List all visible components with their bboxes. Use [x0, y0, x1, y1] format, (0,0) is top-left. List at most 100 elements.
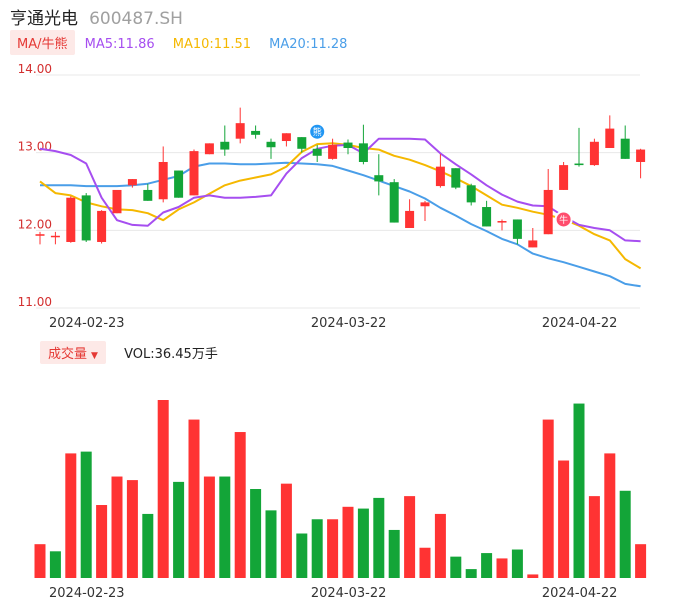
x-tick-label: 2024-03-22 — [311, 316, 387, 331]
candle-body — [158, 161, 168, 200]
candlestick-chart: 14.00 13.00 12.00 11.00 熊牛 2024-02-23 2024-03-… — [18, 62, 646, 331]
candle-body — [235, 123, 245, 139]
bull-icon-circle — [554, 210, 573, 229]
volume-bar — [419, 547, 431, 578]
x-tick-label: 2024-04-22 — [542, 586, 618, 601]
volume-bar — [280, 483, 292, 578]
volume-bar — [542, 419, 554, 578]
volume-bar — [558, 460, 570, 578]
candle-body — [50, 235, 60, 238]
ma-mode-button[interactable]: MA/牛熊 — [10, 30, 75, 55]
candle-body — [374, 175, 384, 182]
candle-body — [636, 149, 646, 162]
volume-bar — [157, 400, 169, 578]
y-tick-label: 14.00 — [18, 62, 52, 76]
volume-bar — [234, 432, 246, 578]
volume-bar — [573, 403, 585, 578]
candle-body — [543, 189, 553, 235]
candle-body — [451, 168, 461, 188]
ma5-line — [39, 137, 641, 243]
candle-body — [281, 133, 291, 142]
x-tick-label: 2024-03-22 — [311, 586, 387, 601]
candle-body — [204, 143, 214, 155]
ma10-legend: MA10:11.51 — [172, 37, 252, 52]
bull-icon-text: 牛 — [559, 214, 568, 226]
volume-bar — [49, 551, 61, 578]
volume-bar — [481, 553, 493, 578]
volume-bar — [96, 505, 108, 578]
bear-icon-circle — [308, 122, 327, 141]
volume-chart: 2024-02-23 2024-03-22 2024-04-22 — [34, 400, 647, 601]
stock-header: 亨通光电 600487.SH — [10, 4, 183, 29]
candle-body — [528, 240, 538, 248]
candle-body — [81, 195, 91, 241]
candle-body — [97, 210, 107, 242]
volume-bar — [373, 497, 385, 578]
candle-body — [358, 143, 368, 162]
volume-mode-label: 成交量 — [48, 347, 88, 362]
candle-body — [127, 179, 137, 186]
candle-body — [343, 142, 353, 149]
volume-bar — [311, 519, 323, 578]
volume-bar — [635, 544, 647, 578]
volume-bar — [404, 496, 416, 578]
volume-bar — [388, 529, 400, 578]
y-tick-label: 13.00 — [18, 140, 52, 154]
ma20-legend: MA20:11.28 — [269, 37, 348, 52]
candle-body — [389, 182, 399, 223]
candle-body — [620, 138, 630, 159]
candle-body — [466, 185, 476, 203]
volume-bar — [265, 510, 277, 578]
x-tick-label: 2024-04-22 — [542, 316, 618, 331]
candle-body — [266, 141, 276, 148]
candle-body — [435, 166, 445, 187]
volume-bar — [65, 453, 77, 578]
volume-bar — [342, 506, 354, 578]
volume-bar — [465, 569, 477, 578]
volume-bar — [496, 558, 508, 578]
candle-body — [112, 189, 122, 214]
y-tick-label: 12.00 — [18, 217, 52, 231]
volume-bar — [173, 481, 185, 578]
volume-bar — [357, 508, 369, 578]
volume-mode-button[interactable]: 成交量 ▼ — [40, 341, 106, 364]
volume-bar — [250, 489, 262, 578]
ma5-legend: MA5:11.86 — [84, 37, 155, 52]
candle-body — [420, 202, 430, 207]
volume-bar — [188, 419, 200, 578]
volume-bar — [296, 533, 308, 578]
volume-bar — [450, 556, 462, 578]
candle-body — [512, 219, 522, 239]
x-tick-label: 2024-02-23 — [49, 586, 125, 601]
y-tick-label: 11.00 — [18, 295, 52, 309]
candle-body — [482, 207, 492, 227]
bull-icon: 牛 — [554, 210, 573, 229]
stock-code: 600487.SH — [89, 9, 183, 29]
candle-body — [66, 197, 76, 242]
candle-body — [143, 189, 153, 201]
candle-body — [251, 130, 261, 135]
candle-body — [35, 234, 45, 236]
candle-body — [174, 170, 184, 198]
candle-body — [312, 148, 322, 156]
volume-bar — [327, 519, 339, 578]
x-tick-label: 2024-02-23 — [49, 316, 125, 331]
volume-value: VOL:36.45万手 — [124, 347, 218, 362]
candle-body — [189, 151, 199, 196]
volume-bar — [80, 451, 92, 578]
ma20-line — [40, 161, 641, 288]
caret-down-icon: ▼ — [91, 351, 98, 361]
candle-body — [605, 128, 615, 149]
candle-body — [297, 137, 307, 149]
candle-body — [559, 165, 569, 190]
volume-bar — [142, 513, 154, 578]
volume-bar — [203, 476, 215, 578]
ma-legend: MA/牛熊 MA5:11.86 MA10:11.51 MA20:11.28 — [10, 30, 361, 55]
volume-bar — [34, 544, 46, 578]
volume-bar — [219, 476, 231, 578]
volume-bar — [604, 453, 616, 578]
volume-bar — [126, 480, 138, 578]
volume-bar — [511, 549, 523, 578]
volume-bar — [588, 496, 600, 578]
stock-name: 亨通光电 — [10, 9, 78, 29]
